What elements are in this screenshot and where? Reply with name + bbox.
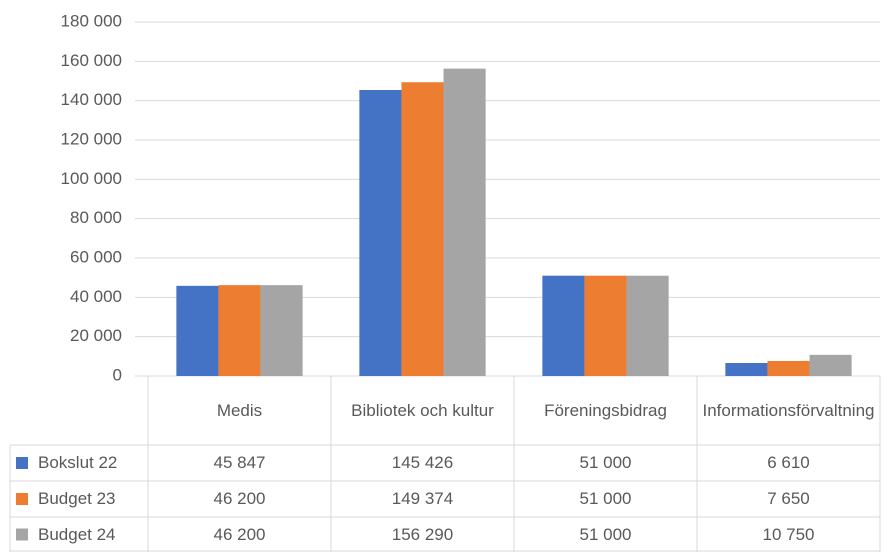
x-tick-label: Informationsförvaltning xyxy=(702,400,875,420)
data-label: 46 200 xyxy=(213,489,266,508)
y-tick-label: 160 000 xyxy=(61,51,122,70)
y-tick-label: 60 000 xyxy=(70,247,122,266)
bar xyxy=(725,363,768,376)
bar xyxy=(809,354,852,376)
data-label: 7 650 xyxy=(767,489,810,508)
bar xyxy=(542,275,585,376)
y-tick-label: 100 000 xyxy=(61,169,122,188)
x-tick-label: Bibliotek och kultur xyxy=(351,400,494,420)
y-tick-label: 140 000 xyxy=(61,90,122,109)
bar xyxy=(584,275,627,376)
data-label: 6 610 xyxy=(767,453,810,472)
data-label: 156 290 xyxy=(391,524,454,544)
x-tick-label: Föreningsbidrag xyxy=(544,400,667,420)
data-label: 145 426 xyxy=(391,453,454,472)
legend-label: Budget 24 xyxy=(38,524,116,544)
data-label: 51 000 xyxy=(579,453,632,472)
legend-swatch xyxy=(16,493,28,505)
y-tick-label: 120 000 xyxy=(61,129,122,148)
legend-swatch xyxy=(16,457,28,469)
bar xyxy=(176,285,219,376)
data-label: 149 374 xyxy=(391,489,454,508)
y-tick-label: 20 000 xyxy=(70,326,122,345)
data-label: 51 000 xyxy=(579,489,632,508)
data-label: 51 000 xyxy=(579,524,632,544)
x-tick-label: Medis xyxy=(216,400,263,420)
bar xyxy=(260,285,303,376)
legend-label: Budget 23 xyxy=(38,489,116,508)
data-label: 10 750 xyxy=(762,524,815,544)
y-tick-label: 40 000 xyxy=(70,287,122,306)
bar xyxy=(218,285,261,376)
y-tick-label: 0 xyxy=(113,365,122,384)
bar xyxy=(626,275,669,376)
data-label: 46 200 xyxy=(213,524,266,544)
bar xyxy=(443,68,486,376)
data-label: 45 847 xyxy=(213,453,266,472)
y-tick-label: 180 000 xyxy=(61,11,122,30)
legend-label: Bokslut 22 xyxy=(38,453,118,472)
bar xyxy=(359,89,402,376)
bar xyxy=(767,360,810,376)
bar xyxy=(401,82,444,376)
legend-swatch xyxy=(16,528,28,541)
y-tick-label: 80 000 xyxy=(70,208,122,227)
